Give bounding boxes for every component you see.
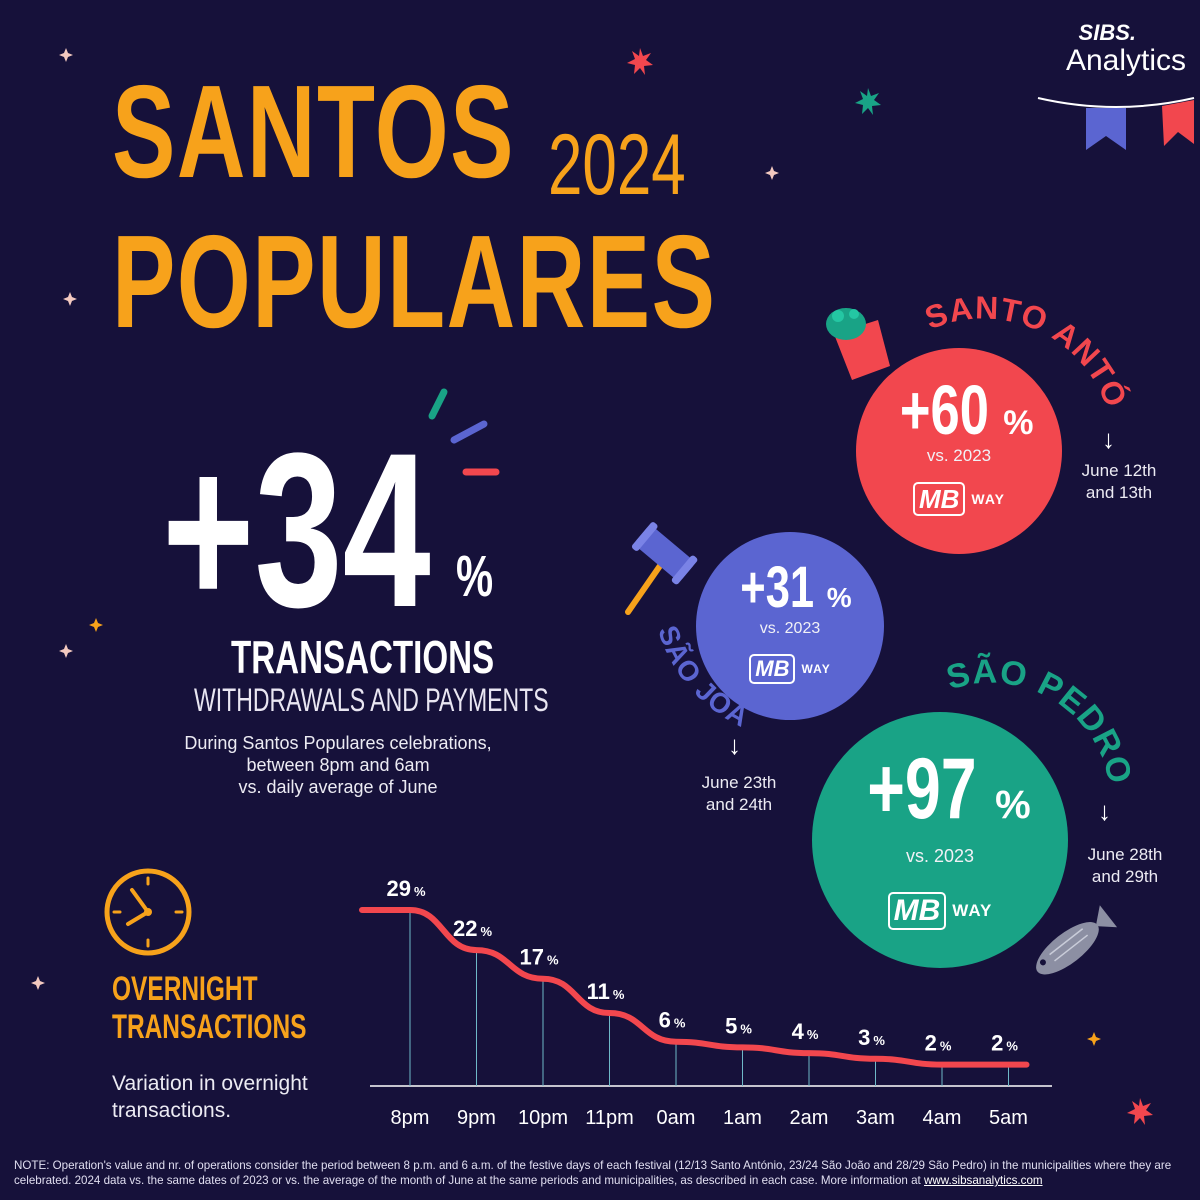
value-unit: %	[1003, 404, 1034, 442]
headline-description: During Santos Populares celebrations, be…	[168, 732, 508, 798]
data-label: 17%	[519, 945, 558, 970]
x-tick-label: 2am	[790, 1107, 829, 1129]
overnight-description: Variation in overnight transactions.	[112, 1072, 308, 1122]
brand-logo: SIBS. Analytics	[1036, 20, 1186, 76]
arrow-down-icon: ↓	[1098, 796, 1111, 826]
x-tick-label: 0am	[657, 1107, 696, 1129]
footnote-text: NOTE: Operation's value and nr. of opera…	[14, 1159, 1172, 1187]
data-label-unit: %	[873, 1033, 885, 1048]
x-tick-label: 11pm	[585, 1107, 634, 1129]
santo-antonio-circle: +60% vs. 2023 MB WAY	[856, 348, 1062, 554]
data-label: 6%	[659, 1008, 686, 1033]
hammer-icon	[625, 522, 698, 615]
date-line: and 24th	[705, 795, 773, 814]
mbway-logo: MB WAY	[812, 892, 1068, 930]
title-line1: SANTOS	[112, 58, 515, 205]
mbway-logo: MB WAY	[696, 654, 884, 684]
value-number: +31	[740, 555, 815, 620]
arrow-down-icon: ↓	[728, 730, 741, 760]
x-tick-label: 5am	[989, 1107, 1028, 1129]
footnote: NOTE: Operation's value and nr. of opera…	[14, 1158, 1186, 1188]
data-label-unit: %	[674, 1016, 686, 1031]
data-label: 29%	[386, 876, 425, 901]
title-line2: POPULARES	[112, 208, 717, 355]
date-line: June 12th	[1081, 461, 1157, 480]
way-word: WAY	[801, 662, 831, 676]
value-number: +97	[867, 741, 977, 837]
data-label-unit: %	[414, 884, 426, 899]
headline-sublabel: WITHDRAWALS AND PAYMENTS	[194, 682, 549, 718]
description-line: vs. daily average of June	[238, 777, 438, 797]
data-label: 5%	[725, 1013, 752, 1038]
data-label-unit: %	[1006, 1039, 1018, 1054]
data-label-unit: %	[613, 987, 625, 1002]
mb-mark: MB	[887, 892, 947, 930]
mbway-logo: MB WAY	[856, 482, 1062, 516]
brand-name: SIBS.	[1078, 20, 1136, 45]
description-line: between 8pm and 6am	[246, 755, 430, 775]
confetti-burst	[428, 388, 500, 476]
sao-pedro-circle: +97% vs. 2023 MB WAY	[812, 712, 1068, 968]
headline-value: +34	[162, 407, 431, 653]
x-tick-label: 10pm	[518, 1107, 568, 1129]
website-link[interactable]: www.sibsanalytics.com	[924, 1174, 1043, 1187]
data-label-unit: %	[807, 1027, 819, 1042]
data-label-unit: %	[480, 924, 492, 939]
data-label-unit: %	[940, 1039, 952, 1054]
overnight-title: OVERNIGHT TRANSACTIONS	[112, 970, 306, 1046]
x-tick-label: 1am	[723, 1107, 762, 1129]
headline-unit: %	[456, 544, 494, 609]
sao-joao-circle: +31% vs. 2023 MB WAY	[696, 532, 884, 720]
date-line: June 23th	[701, 773, 777, 792]
overnight-title-line: TRANSACTIONS	[112, 1008, 307, 1046]
data-label: 2%	[991, 1031, 1018, 1056]
data-label: 3%	[858, 1025, 885, 1050]
dates-sao-joao: June 23th and 24th	[684, 772, 794, 816]
x-tick-label: 4am	[923, 1107, 962, 1129]
bunting-flags	[1037, 97, 1195, 150]
overnight-chart: 29 % 8pm 22 % 9pm 17 % 10pm 11 % 11pm 6 % 0am 5 % 1am 4 % 2a…	[359, 876, 1052, 1129]
data-label: 4%	[792, 1019, 819, 1044]
value-number: +60	[899, 371, 989, 449]
x-tick-label: 3am	[856, 1107, 895, 1129]
clock-icon	[104, 868, 192, 956]
value-unit: %	[826, 582, 852, 613]
value-unit: %	[995, 783, 1031, 827]
basil-pot-icon	[826, 308, 890, 380]
mb-mark: MB	[912, 482, 966, 516]
data-label: 22%	[453, 916, 492, 941]
comparison-label: vs. 2023	[926, 446, 992, 465]
data-label-unit: %	[740, 1021, 752, 1036]
dates-santo-antonio: June 12th and 13th	[1064, 460, 1174, 504]
title-year: 2024	[548, 117, 686, 213]
x-tick-label: 8pm	[391, 1107, 430, 1129]
data-label-unit: %	[547, 953, 559, 968]
way-word: WAY	[952, 901, 993, 920]
date-line: and 29th	[1091, 867, 1159, 886]
x-tick-label: 9pm	[457, 1107, 496, 1129]
overnight-title-line: OVERNIGHT	[112, 970, 258, 1008]
headline-label: TRANSACTIONS	[231, 631, 495, 683]
sardine-icon	[1036, 905, 1118, 975]
data-label: 11%	[587, 979, 625, 1004]
comparison-label: vs. 2023	[759, 620, 821, 637]
dates-sao-pedro: June 28th and 29th	[1070, 844, 1180, 888]
brand-product: Analytics	[1065, 44, 1186, 77]
series-line	[359, 907, 1030, 1068]
date-line: and 13th	[1085, 483, 1153, 502]
data-label: 2%	[925, 1031, 952, 1056]
comparison-label: vs. 2023	[905, 846, 975, 866]
mb-mark: MB	[749, 654, 796, 684]
date-line: June 28th	[1087, 845, 1163, 864]
festival-value: +60%	[856, 370, 1062, 450]
description-line: During Santos Populares celebrations,	[184, 733, 492, 753]
way-word: WAY	[971, 491, 1006, 507]
festival-value: +31%	[696, 554, 884, 621]
festival-value: +97%	[812, 740, 1068, 839]
arrow-down-icon: ↓	[1102, 424, 1115, 454]
